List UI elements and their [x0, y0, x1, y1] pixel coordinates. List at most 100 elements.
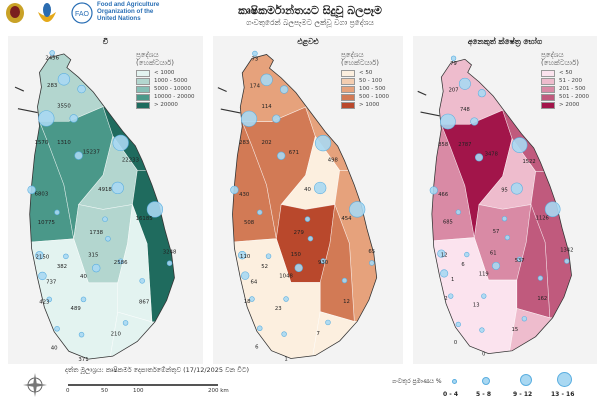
legend-label: < 50 [359, 70, 373, 76]
fao-name-line: Food and Agriculture [97, 1, 160, 8]
legend-label: > 1000 [359, 102, 380, 108]
flood-percent-bubble [240, 110, 258, 127]
flood-percent-bubble [102, 216, 108, 222]
district-value-label: 119 [479, 271, 489, 277]
flood-percent-bubble [479, 327, 485, 333]
flood-percent-bubble [491, 261, 501, 270]
legend-label: 100 - 500 [359, 86, 386, 92]
legend-item: 5000 - 10000 [136, 85, 194, 93]
legend-swatch [136, 69, 150, 77]
district-value-label: 315 [88, 252, 98, 258]
flood-percent-bubble [117, 258, 124, 264]
district-value-label: 466 [438, 192, 448, 198]
scale-label: 50 [101, 388, 108, 394]
flood-percent-bubble [501, 216, 508, 222]
legend-label: 5000 - 10000 [154, 86, 191, 92]
flood-percent-bubble [277, 151, 286, 160]
flood-percent-bubble [455, 209, 461, 215]
district-value-label: 930 [318, 260, 329, 266]
flood-percent-bubble [146, 201, 164, 218]
coastline-islands [417, 90, 440, 117]
flood-percent-bubble [54, 326, 60, 332]
flood-percent-bubble [458, 77, 471, 90]
flood-percent-bubble [283, 296, 289, 302]
district-value-label: 10775 [38, 220, 55, 226]
district-value-label: 1 [284, 356, 287, 362]
flood-percent-bubble [474, 153, 484, 162]
flood-percent-bubble [369, 260, 375, 266]
compass-rose-icon [20, 370, 50, 404]
map-panel: වී 2456 283 3550 1570 1310 15237 22233 4918 6803 1… [8, 36, 203, 364]
legend-label: > 20000 [154, 102, 178, 108]
district-value-label: 737 [46, 280, 56, 286]
flood-percent-bubble [74, 151, 83, 160]
district-value-label: 6 [461, 262, 464, 268]
legend-swatch [341, 101, 355, 109]
flood-percent-bubble [38, 271, 47, 281]
district-value-label: 52 [261, 264, 268, 270]
flood-percent-bubble [544, 201, 561, 218]
district-value-label: 110 [240, 254, 251, 260]
fao-name-line: Organization of the [97, 8, 154, 15]
bubble-legend-title: ගංවතුර ප්‍රමාණය % [392, 378, 442, 385]
district-value-label: 3550 [57, 104, 71, 110]
island-outline [232, 54, 378, 359]
legend-item: > 1000 [341, 101, 389, 109]
map-title: අනෙකුත් ක්ෂේත්‍ර භෝග [467, 37, 543, 46]
coastline-islands [14, 86, 38, 114]
flood-percent-bubble [54, 209, 60, 216]
district-value-label: 498 [328, 158, 339, 164]
district-value-label: 283 [47, 83, 57, 89]
legend-title-line: (හෙක්ටයාර්) [341, 59, 380, 67]
flood-percent-bubble [46, 296, 52, 303]
district-value-label: 174 [250, 84, 261, 90]
flood-percent-bubble [272, 114, 281, 123]
district-value-label: 12 [343, 299, 350, 305]
flood-percent-bubble [464, 251, 470, 258]
district-value-label: 15 [512, 327, 519, 333]
district-value-label: 0 [454, 340, 457, 346]
district-value-label: 64 [251, 279, 258, 285]
page-subtitle: ගංවතුරෙන් බලපෑමට ලක්වූ වගා ප්‍රදේශය [246, 18, 374, 27]
map-title: වී [102, 37, 109, 46]
flood-percent-bubble [564, 258, 570, 264]
legend-label: 10000 - 20000 [154, 94, 195, 100]
district-value-label: 867 [139, 299, 149, 305]
district-value-label: 16185 [136, 216, 153, 222]
district-value-label: 508 [244, 220, 255, 226]
flood-percent-bubble [455, 321, 461, 328]
flood-percent-bubble [470, 117, 479, 126]
flood-percent-bubble [516, 256, 523, 262]
flood-percent-bubble [38, 110, 55, 127]
district-value-label: 3478 [485, 151, 498, 157]
scale-label: 0 [66, 388, 70, 394]
flood-percent-bubble [122, 320, 129, 326]
legend-title-line: (හෙක්ටයාර්) [541, 59, 580, 67]
flood-percent-bubble [429, 186, 438, 195]
district-value-label: 202 [261, 140, 271, 146]
district-value-label: 279 [294, 230, 305, 236]
district-value-label: 40 [51, 345, 58, 351]
bubble-legend-marker [557, 372, 572, 387]
legend-swatch [541, 85, 555, 93]
district-value-label: 1048 [279, 274, 293, 280]
district-value-label: 371 [78, 357, 88, 363]
district-value-label: 15237 [83, 150, 100, 156]
legend-label: 500 - 1000 [359, 94, 389, 100]
scale-label: 100 [133, 388, 144, 394]
flood-percent-bubble [320, 258, 326, 264]
flood-percent-bubble [80, 296, 87, 303]
flood-percent-bubble [504, 234, 511, 241]
sri-lanka-emblem-logo [5, 2, 25, 24]
district-value-label: 12 [441, 252, 448, 258]
district-value-label: 2586 [114, 260, 128, 266]
flood-percent-bubble [510, 182, 523, 195]
flood-percent-bubble [105, 236, 111, 242]
legend-item: 501 - 2000 [541, 93, 589, 101]
legend-item: 10000 - 20000 [136, 93, 194, 101]
district-value-label: 685 [443, 219, 453, 225]
scale-bar [68, 384, 218, 386]
legend-swatch [541, 93, 555, 101]
